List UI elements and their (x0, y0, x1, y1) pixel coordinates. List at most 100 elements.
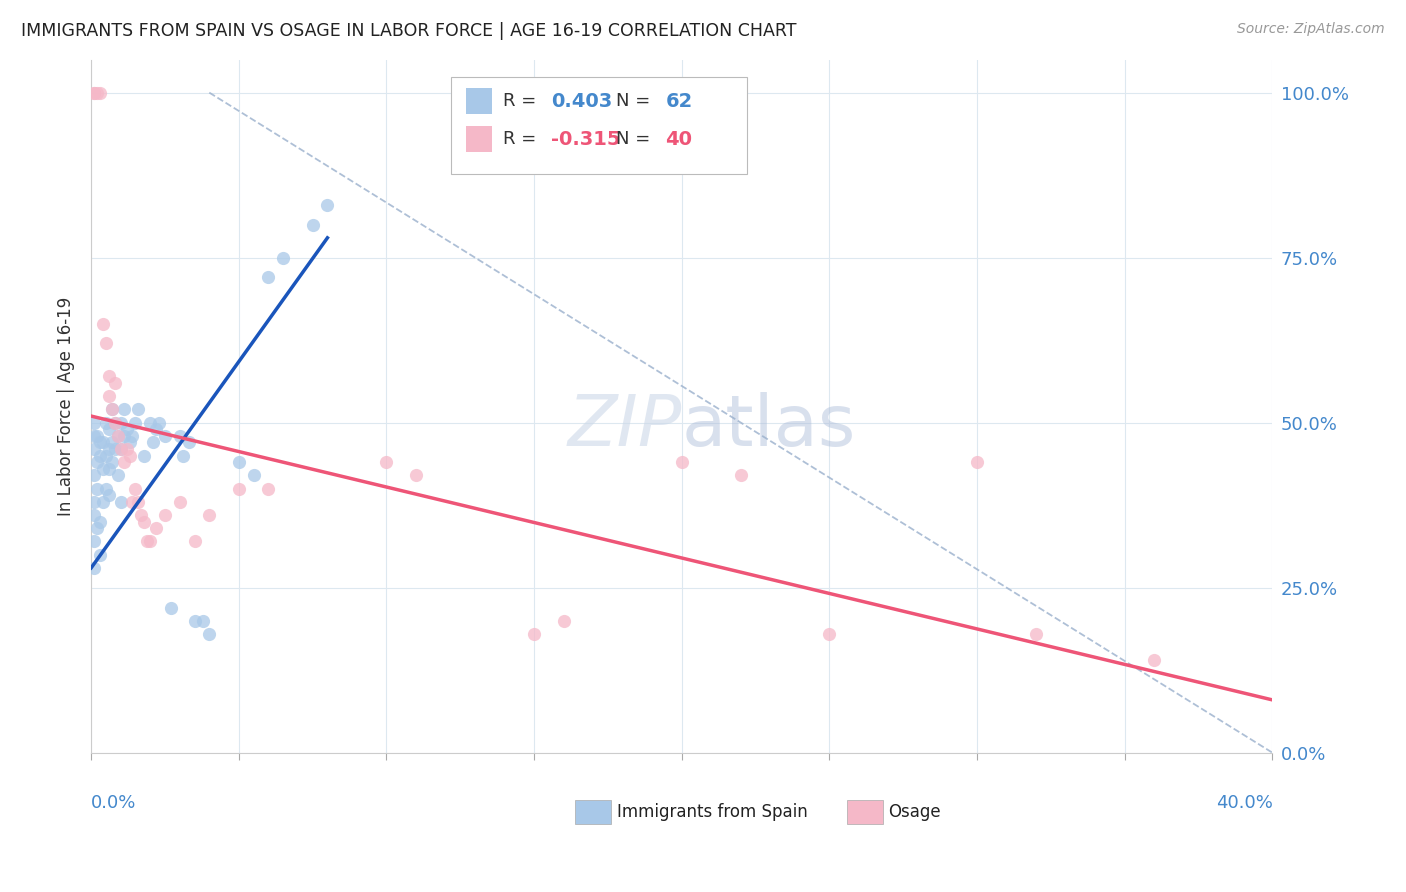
Point (110, 442, 132, 456)
Point (112, 429, 135, 443)
Point (94, 449, 117, 463)
Text: R =: R = (503, 130, 543, 148)
Text: 40: 40 (665, 130, 692, 149)
Point (104, 442, 127, 456)
Point (118, 449, 141, 463)
Point (198, 627, 221, 641)
Point (121, 429, 143, 443)
Point (160, 600, 183, 615)
Point (183, 614, 205, 628)
Text: 0.403: 0.403 (551, 92, 612, 111)
Point (145, 521, 167, 535)
Text: R =: R = (503, 92, 543, 111)
Point (198, 508, 221, 522)
Point (257, 482, 280, 496)
Text: ZIP: ZIP (568, 392, 682, 461)
Point (139, 416, 162, 430)
Point (118, 435, 141, 450)
Text: Osage: Osage (889, 803, 941, 821)
Point (110, 416, 132, 430)
Text: -0.315: -0.315 (551, 130, 620, 149)
Point (115, 442, 138, 456)
Point (139, 534, 162, 549)
Point (107, 429, 129, 443)
Point (101, 435, 124, 450)
Point (134, 515, 156, 529)
Point (83, 534, 105, 549)
Point (91, 495, 114, 509)
Text: 40.0%: 40.0% (1216, 794, 1272, 813)
Point (271, 251, 294, 265)
Text: atlas: atlas (682, 392, 856, 461)
Point (142, 435, 165, 450)
Point (145, 422, 167, 436)
Bar (465, 126, 492, 153)
Point (86, 86, 108, 100)
Point (523, 627, 546, 641)
Point (89, 515, 111, 529)
Point (101, 455, 124, 469)
Point (301, 218, 323, 232)
Point (104, 416, 127, 430)
Point (112, 402, 135, 417)
Bar (465, 88, 492, 114)
Point (110, 495, 132, 509)
Point (818, 627, 841, 641)
Point (115, 422, 138, 436)
Point (89, 435, 111, 450)
Point (91, 435, 114, 450)
Text: 0.0%: 0.0% (91, 794, 136, 813)
Point (94, 482, 117, 496)
Point (86, 455, 108, 469)
Point (242, 468, 264, 483)
Point (148, 416, 170, 430)
Point (101, 402, 124, 417)
Point (97, 389, 120, 403)
Point (101, 402, 124, 417)
Point (89, 86, 111, 100)
Point (86, 521, 108, 535)
Point (124, 416, 146, 430)
Point (104, 416, 127, 430)
Point (121, 495, 143, 509)
Point (97, 422, 120, 436)
Point (83, 442, 105, 456)
Point (86, 482, 108, 496)
Point (94, 416, 117, 430)
Point (127, 495, 149, 509)
Point (83, 561, 105, 575)
Point (97, 488, 120, 502)
Point (97, 442, 120, 456)
Point (169, 495, 191, 509)
Point (316, 198, 339, 212)
Point (183, 534, 205, 549)
Point (83, 86, 105, 100)
Text: N =: N = (616, 92, 655, 111)
Point (86, 429, 108, 443)
Point (228, 455, 250, 469)
Text: Immigrants from Spain: Immigrants from Spain (617, 803, 807, 821)
Point (131, 508, 153, 522)
Point (107, 468, 129, 483)
Point (91, 317, 114, 331)
Point (193, 614, 215, 628)
Point (83, 416, 105, 430)
Point (136, 534, 159, 549)
Point (177, 435, 200, 450)
Point (153, 429, 176, 443)
Point (228, 482, 250, 496)
Point (83, 495, 105, 509)
Point (83, 468, 105, 483)
Point (134, 449, 156, 463)
Point (169, 429, 191, 443)
Point (83, 429, 105, 443)
Point (97, 462, 120, 476)
Point (83, 508, 105, 522)
Text: Source: ZipAtlas.com: Source: ZipAtlas.com (1237, 22, 1385, 37)
Point (104, 376, 127, 390)
Text: 62: 62 (665, 92, 693, 111)
Point (153, 508, 176, 522)
Point (1143, 653, 1166, 667)
Point (124, 482, 146, 496)
Point (966, 455, 988, 469)
